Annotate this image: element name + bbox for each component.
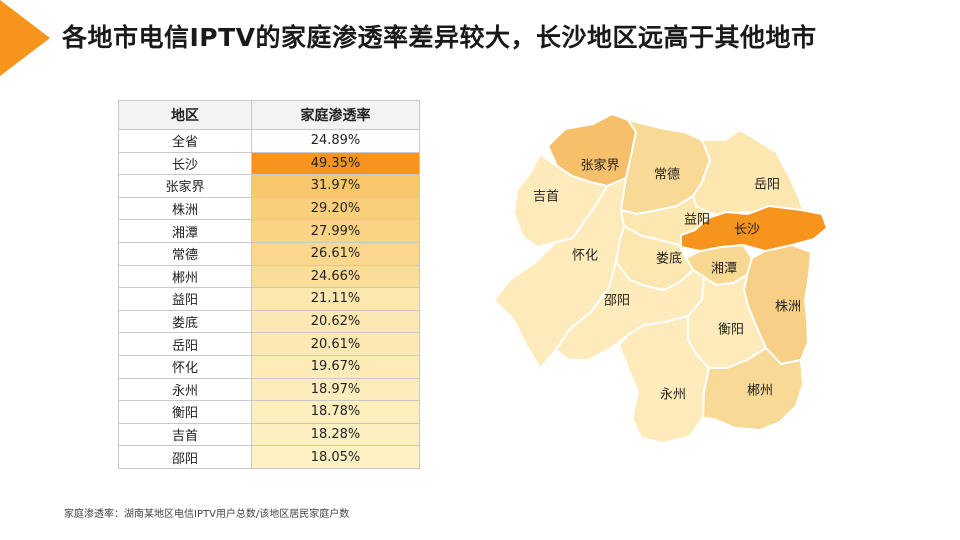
header-region: 地区 (118, 100, 252, 130)
rate-cell: 20.62% (251, 309, 420, 334)
map-label-loudi: 娄底 (656, 251, 682, 267)
map-label-changsha: 长沙 (734, 223, 760, 238)
table-row: 郴州 24.66% (118, 264, 420, 289)
region-cell: 常德 (118, 241, 252, 266)
rate-cell: 18.97% (251, 377, 420, 402)
table-row: 株洲 29.20% (118, 196, 420, 221)
table-row: 邵阳 18.05% (118, 445, 420, 469)
region-cell: 吉首 (118, 422, 252, 447)
map-label-xiangtan: 湘潭 (711, 262, 737, 277)
map-label-huaihua: 怀化 (572, 249, 598, 264)
region-cell: 张家界 (118, 174, 252, 198)
region-cell: 衡阳 (118, 400, 252, 424)
table-row: 长沙 49.35% (118, 151, 420, 176)
rate-cell: 19.67% (251, 354, 420, 379)
table-row: 全省 24.89% (118, 129, 420, 153)
rate-cell: 31.97% (251, 174, 420, 198)
table-row: 娄底 20.62% (118, 309, 420, 334)
table-row: 永州 18.97% (118, 377, 420, 402)
map-label-yongzhou: 永州 (660, 388, 686, 403)
map-label-zhuzhou: 株洲 (775, 300, 801, 315)
map-label-yueyang: 岳阳 (754, 178, 780, 193)
region-yueyang (692, 129, 805, 217)
table-header-row: 地区 家庭渗透率 (118, 100, 420, 130)
map-label-changde: 常德 (654, 168, 680, 183)
rate-cell: 24.89% (251, 129, 420, 153)
rate-cell: 49.35% (251, 151, 420, 176)
region-yongzhou (618, 315, 710, 444)
table-row: 岳阳 20.61% (118, 332, 420, 356)
rate-cell: 20.61% (251, 332, 420, 356)
region-chenzhou (702, 347, 804, 431)
table-row: 益阳 21.11% (118, 287, 420, 311)
map-label-shaoyang: 邵阳 (604, 294, 630, 309)
table-row: 常德 26.61% (118, 241, 420, 266)
footnote: 家庭渗透率：湖南某地区电信IPTV用户总数/该地区居民家庭户数 (64, 509, 350, 520)
map-label-chenzhou: 郴州 (747, 384, 773, 399)
penetration-table: 地区 家庭渗透率 全省 24.89% 长沙 49.35% 张家界 31.97% 株洲 29.2… (118, 100, 420, 469)
accent-triangle (0, 0, 50, 76)
region-cell: 株洲 (118, 196, 252, 221)
map-label-hengyang: 衡阳 (718, 323, 744, 338)
slide-title: 各地市电信IPTV的家庭渗透率差异较大，长沙地区远高于其他地市 (62, 23, 817, 52)
region-cell: 永州 (118, 377, 252, 402)
rate-cell: 18.78% (251, 400, 420, 424)
map-label-jishou: 吉首 (533, 190, 559, 205)
map-label-zhangjiajie: 张家界 (580, 158, 619, 174)
table-row: 怀化 19.67% (118, 354, 420, 379)
table-row: 张家界 31.97% (118, 174, 420, 198)
region-cell: 娄底 (118, 309, 252, 334)
map-label-yiyang: 益阳 (684, 213, 710, 228)
region-cell: 全省 (118, 129, 252, 153)
table-row: 衡阳 18.78% (118, 400, 420, 424)
rate-cell: 29.20% (251, 196, 420, 221)
region-cell: 郴州 (118, 264, 252, 289)
rate-cell: 21.11% (251, 287, 420, 311)
region-cell: 邵阳 (118, 445, 252, 469)
rate-cell: 18.05% (251, 445, 420, 469)
region-changsha (680, 205, 828, 252)
header-rate: 家庭渗透率 (251, 100, 420, 130)
